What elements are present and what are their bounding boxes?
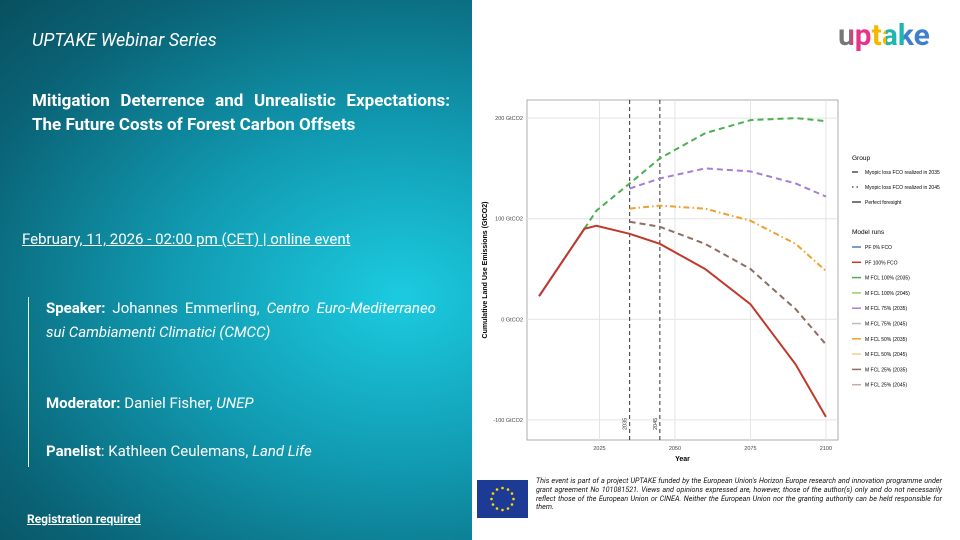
left-panel: UPTAKE Webinar Series Mitigation Deterre… (0, 0, 472, 540)
legend-label: M FCL 75% (2035) (865, 306, 907, 312)
y-tick-label: 0 GtCO2 (501, 317, 523, 323)
role: Panelist (46, 442, 101, 460)
reference-label: 2035 (623, 418, 629, 430)
reference-label: 2045 (653, 418, 659, 430)
series-line (629, 204, 827, 272)
affiliation: UNEP (216, 394, 254, 412)
legend-label: Myopic loss FCO realized in 2045 (865, 185, 940, 191)
x-tick-label: 2025 (593, 446, 605, 452)
webinar-title: Mitigation Deterrence and Unrealistic Ex… (32, 91, 450, 135)
logo: uptake (838, 18, 930, 53)
x-tick-label: 2100 (820, 446, 832, 452)
y-tick-label: -100 GtCO2 (493, 418, 523, 424)
legend-label: Myopic loss FCO realized in 2035 (865, 170, 940, 176)
legend-label: Perfect foresight (865, 200, 902, 206)
name: Daniel Fisher, (124, 394, 213, 412)
x-tick-label: 2050 (669, 446, 681, 452)
legend-label: M FCL 50% (2045) (865, 352, 907, 358)
legend-label: PF 100% FCO (865, 260, 898, 266)
legend-title: Group (852, 155, 870, 162)
x-axis-label: Year (675, 456, 690, 463)
person: Speaker: Johannes Emmerling, Centro Euro… (46, 296, 436, 344)
x-tick-label: 2075 (744, 446, 756, 452)
legend-label: M FCL 25% (2045) (865, 383, 907, 389)
person: Moderator: Daniel Fisher, UNEP (46, 391, 436, 415)
eu-stars (490, 486, 515, 512)
role: Moderator: (46, 394, 121, 412)
legend-label: M FCL 50% (2035) (865, 337, 907, 343)
y-tick-label: 100 GtCO2 (495, 217, 523, 223)
series-line (629, 167, 827, 198)
eu-flag (477, 480, 528, 518)
series-line (629, 220, 827, 346)
name: Johannes Emmerling, (112, 299, 260, 317)
role: Speaker: (46, 299, 106, 317)
series-title: UPTAKE Webinar Series (32, 30, 217, 51)
affiliation: Land Life (252, 442, 312, 460)
y-axis-label: Cumulative Land Use Emissions (GtCO2) (482, 202, 489, 339)
series-line (583, 117, 827, 230)
disclaimer: This event is part of a project UPTAKE f… (536, 476, 942, 512)
name: : Kathleen Ceulemans, (100, 442, 249, 460)
legend-label: M FCL 100% (2035) (865, 276, 910, 282)
legend-label: M FCL 75% (2045) (865, 322, 907, 328)
legend-title: Model runs (852, 229, 885, 236)
y-tick-label: 200 GtCO2 (495, 116, 523, 122)
legend-label: M FCL 100% (2045) (865, 291, 910, 297)
person: Panelist: Kathleen Ceulemans, Land Life (46, 439, 436, 463)
affiliation: Centro Euro-Mediterraneo sui Cambiamenti… (46, 299, 436, 341)
legend-label: M FCL 25% (2035) (865, 367, 907, 373)
date-line: February, 11, 2026 - 02:00 pm (CET) | on… (22, 230, 351, 248)
plot-area (526, 99, 839, 441)
series-line (538, 224, 827, 418)
accent-bar (28, 297, 29, 467)
registration-link[interactable]: Registration required (27, 512, 141, 526)
legend-label: PF 0% FCO (865, 245, 892, 251)
